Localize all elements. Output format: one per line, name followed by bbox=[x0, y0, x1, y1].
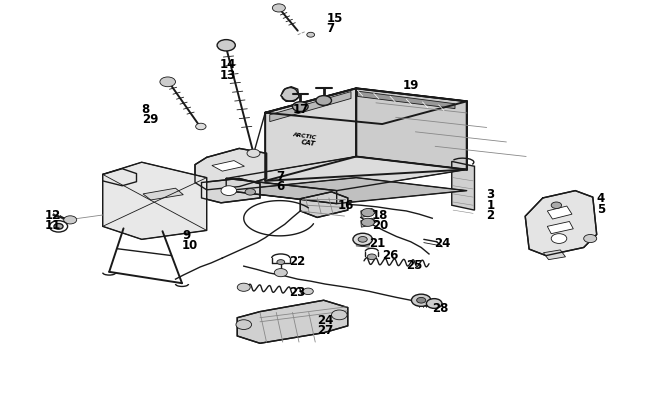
Circle shape bbox=[221, 186, 237, 196]
Circle shape bbox=[584, 235, 597, 243]
Text: 14: 14 bbox=[220, 58, 236, 71]
Circle shape bbox=[307, 33, 315, 38]
Polygon shape bbox=[281, 87, 299, 102]
Circle shape bbox=[417, 298, 426, 303]
Circle shape bbox=[217, 40, 235, 52]
Circle shape bbox=[196, 124, 206, 130]
Text: 27: 27 bbox=[317, 324, 333, 337]
Circle shape bbox=[236, 320, 252, 330]
Polygon shape bbox=[212, 161, 244, 172]
Circle shape bbox=[237, 284, 250, 292]
Text: 7: 7 bbox=[276, 170, 285, 183]
Text: 24: 24 bbox=[317, 313, 333, 326]
Polygon shape bbox=[356, 89, 467, 170]
Circle shape bbox=[361, 209, 374, 217]
Circle shape bbox=[551, 234, 567, 244]
Text: 3: 3 bbox=[486, 188, 494, 201]
Polygon shape bbox=[547, 222, 573, 234]
Text: 24: 24 bbox=[434, 237, 450, 249]
Text: 29: 29 bbox=[142, 113, 158, 126]
Circle shape bbox=[247, 150, 260, 158]
Polygon shape bbox=[265, 89, 356, 181]
Circle shape bbox=[353, 234, 372, 246]
Polygon shape bbox=[103, 163, 207, 240]
Circle shape bbox=[245, 189, 255, 196]
Circle shape bbox=[358, 237, 367, 243]
Text: 4: 4 bbox=[597, 192, 605, 205]
Circle shape bbox=[64, 216, 77, 224]
Text: 10: 10 bbox=[182, 239, 198, 252]
Polygon shape bbox=[226, 157, 467, 191]
Polygon shape bbox=[300, 192, 348, 218]
Text: 17: 17 bbox=[292, 103, 309, 116]
Circle shape bbox=[316, 96, 332, 106]
Circle shape bbox=[332, 310, 347, 320]
Text: 21: 21 bbox=[369, 237, 385, 249]
Polygon shape bbox=[143, 189, 183, 200]
Circle shape bbox=[160, 78, 176, 87]
Circle shape bbox=[49, 221, 68, 232]
Text: 19: 19 bbox=[403, 79, 419, 92]
Text: 12: 12 bbox=[44, 208, 60, 221]
Polygon shape bbox=[361, 209, 377, 218]
Text: 13: 13 bbox=[220, 68, 236, 81]
Circle shape bbox=[303, 288, 313, 295]
Polygon shape bbox=[237, 301, 348, 343]
Circle shape bbox=[54, 224, 63, 230]
Circle shape bbox=[411, 294, 431, 307]
Polygon shape bbox=[543, 250, 566, 260]
Text: CAT: CAT bbox=[301, 139, 317, 147]
Polygon shape bbox=[358, 92, 455, 109]
Text: 1: 1 bbox=[486, 198, 494, 211]
Text: 28: 28 bbox=[432, 301, 448, 314]
Text: 7: 7 bbox=[326, 22, 335, 35]
Polygon shape bbox=[195, 149, 266, 190]
Circle shape bbox=[361, 219, 374, 227]
Text: 23: 23 bbox=[289, 285, 306, 298]
Text: 16: 16 bbox=[338, 198, 354, 211]
Polygon shape bbox=[547, 207, 572, 220]
Polygon shape bbox=[270, 92, 351, 122]
Text: 18: 18 bbox=[372, 208, 388, 221]
Text: 2: 2 bbox=[486, 208, 494, 221]
Polygon shape bbox=[452, 162, 474, 211]
Polygon shape bbox=[202, 179, 260, 203]
Polygon shape bbox=[265, 89, 467, 125]
Text: 8: 8 bbox=[142, 103, 150, 116]
Circle shape bbox=[272, 5, 285, 13]
Circle shape bbox=[426, 299, 442, 309]
Text: 26: 26 bbox=[382, 249, 398, 262]
Text: 15: 15 bbox=[326, 12, 343, 25]
Polygon shape bbox=[361, 219, 377, 228]
Polygon shape bbox=[226, 178, 467, 204]
Text: 11: 11 bbox=[44, 218, 60, 231]
Polygon shape bbox=[226, 179, 337, 204]
Text: 20: 20 bbox=[372, 218, 388, 231]
Circle shape bbox=[292, 102, 308, 112]
Circle shape bbox=[367, 254, 376, 260]
Circle shape bbox=[277, 260, 285, 265]
Polygon shape bbox=[525, 191, 597, 256]
Circle shape bbox=[551, 202, 562, 209]
Text: ARCTIC: ARCTIC bbox=[292, 132, 317, 140]
Text: 25: 25 bbox=[406, 259, 422, 272]
Text: 5: 5 bbox=[597, 202, 605, 215]
Text: 9: 9 bbox=[182, 228, 190, 241]
Text: 22: 22 bbox=[289, 255, 306, 268]
Text: 6: 6 bbox=[276, 180, 285, 193]
Circle shape bbox=[274, 269, 287, 277]
